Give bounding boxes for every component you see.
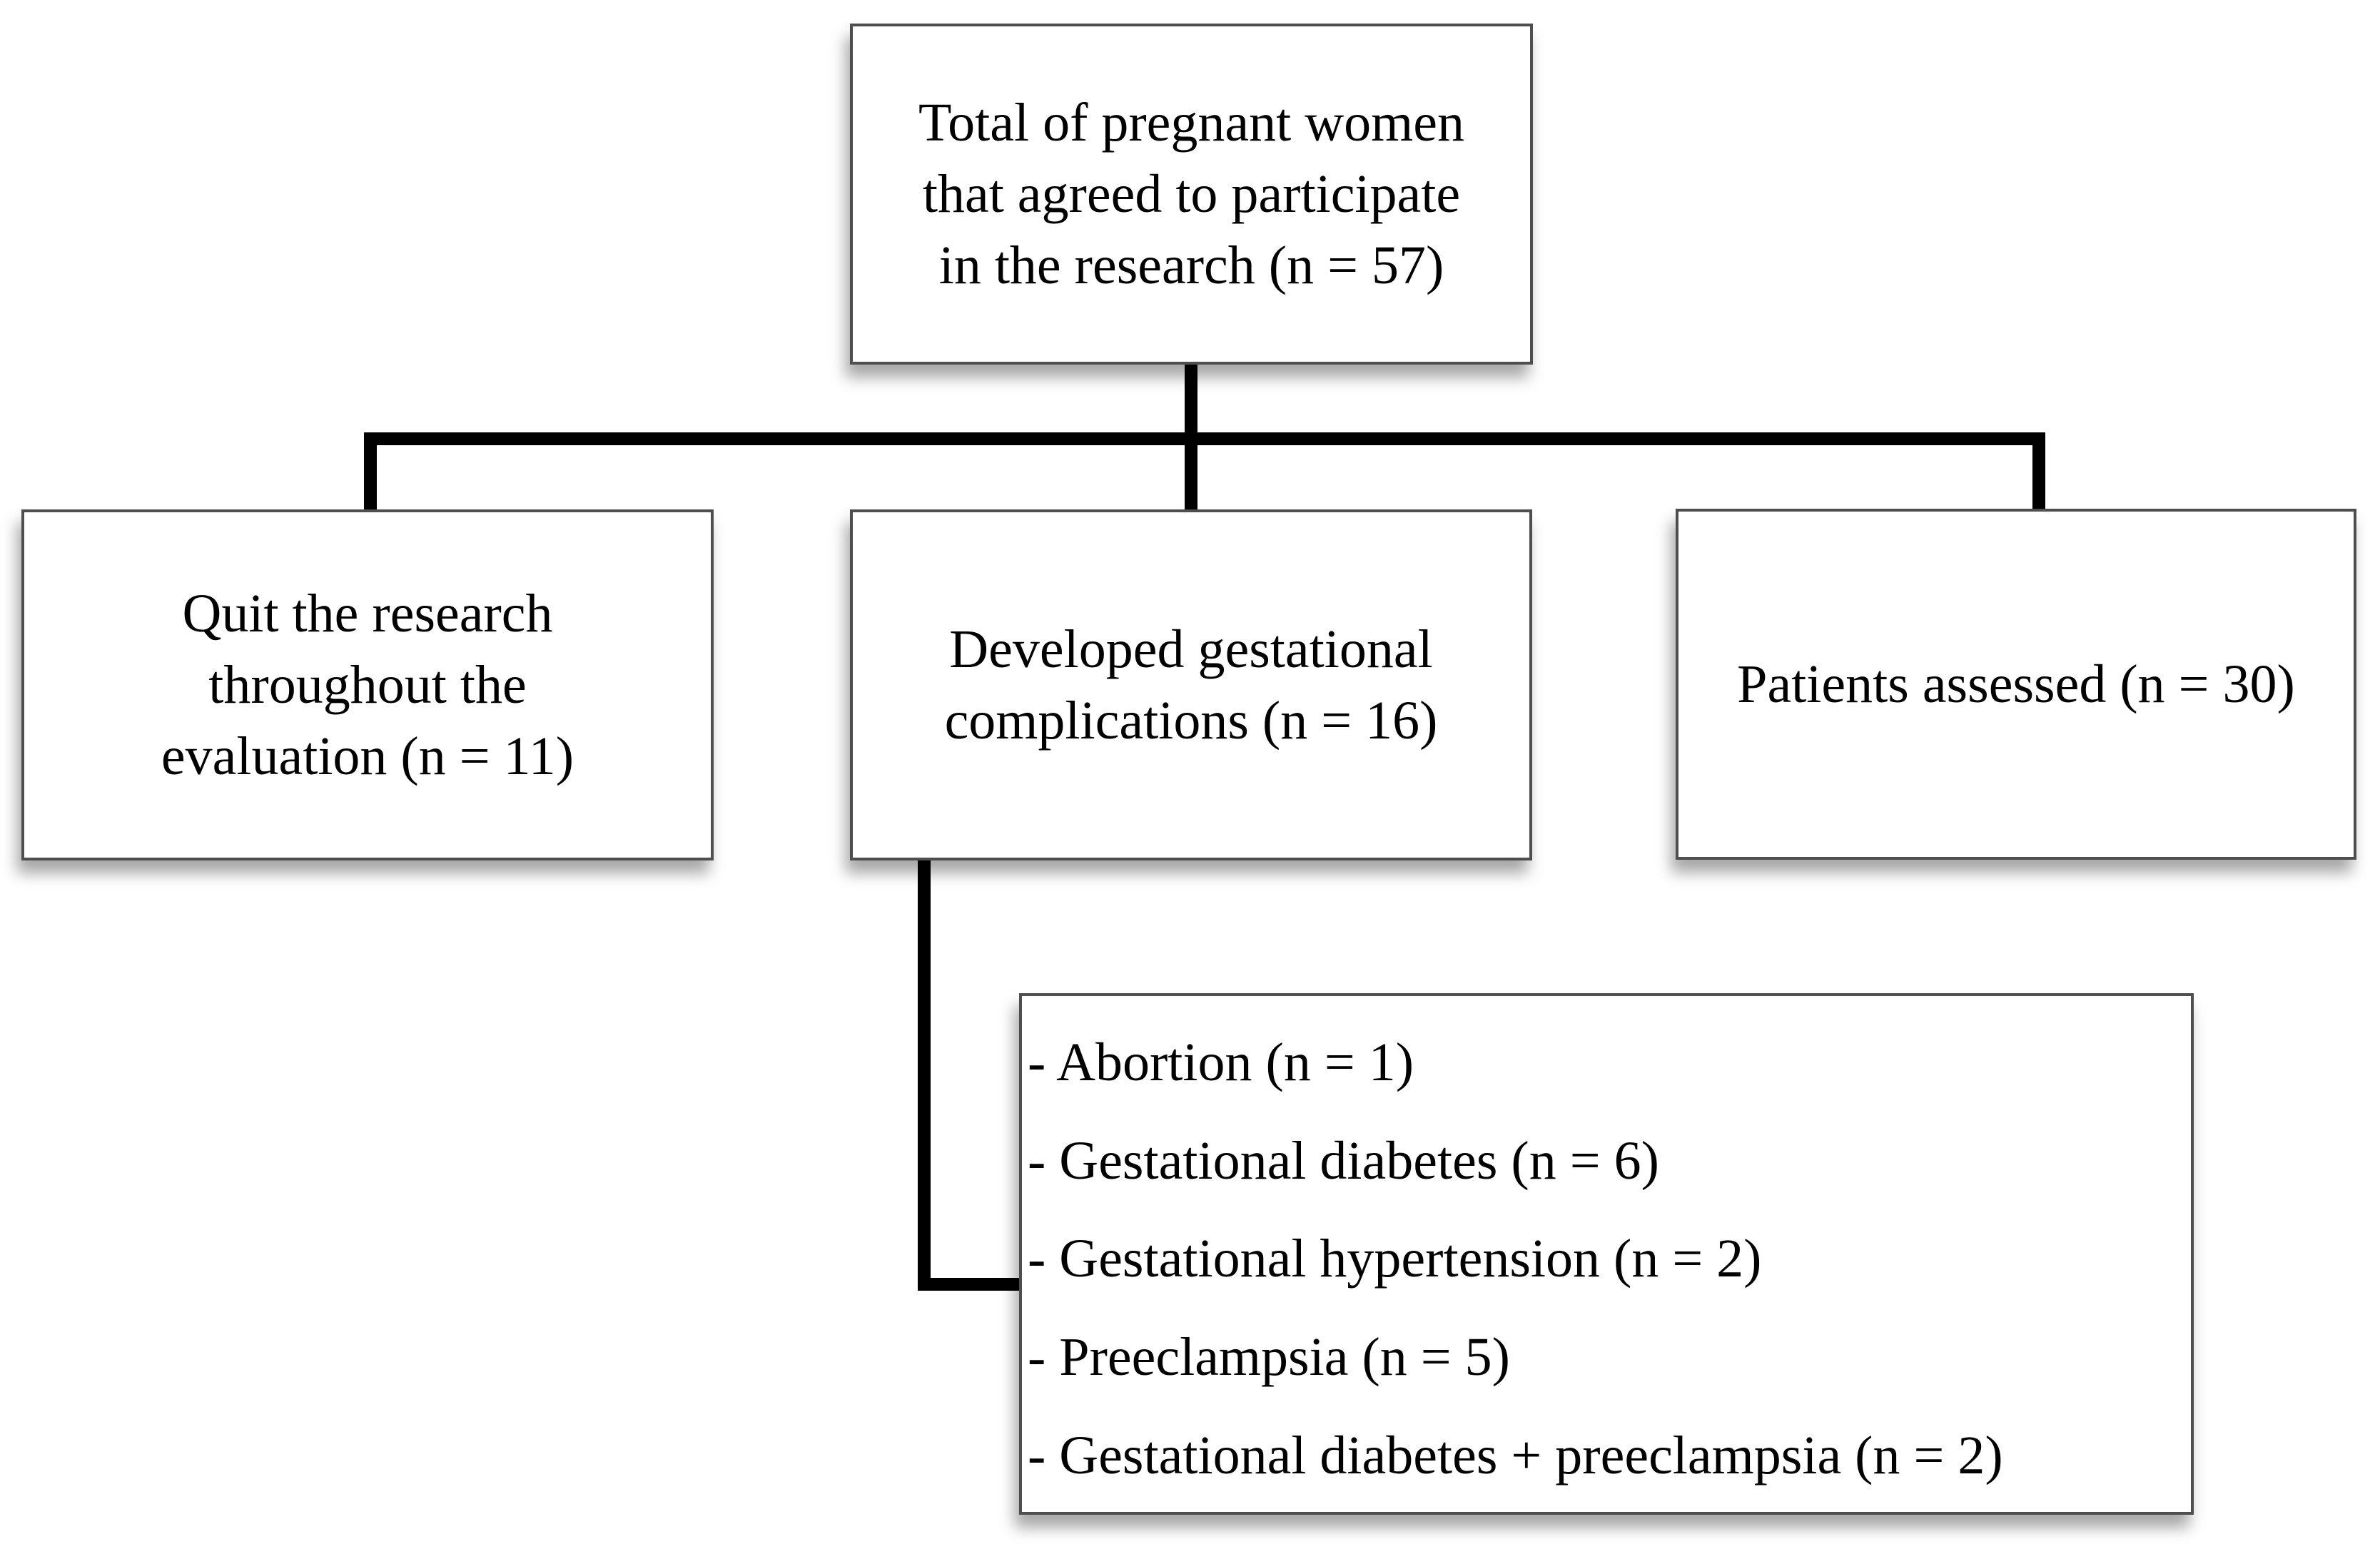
node-text-line: in the research (n = 57): [938, 235, 1444, 296]
node-total-pregnant-women: Total of pregnant women that agreed to p…: [850, 24, 1533, 365]
node-text-line: Developed gestational: [949, 619, 1433, 679]
connector-drop-to-quit: [364, 432, 377, 511]
node-text-line: throughout the: [208, 654, 527, 715]
list-item-abortion: - Abortion (n = 1): [1028, 1032, 1414, 1092]
list-item-gestational-hypertension: - Gestational hypertension (n = 2): [1028, 1229, 1762, 1289]
list-item-diabetes-plus-preeclampsia: - Gestational diabetes + preeclampsia (n…: [1028, 1425, 2003, 1485]
connector-drop-to-assessed: [2032, 432, 2045, 511]
node-text-line: Total of pregnant women: [918, 92, 1464, 153]
node-text-line: complications (n = 16): [944, 691, 1438, 751]
node-gestational-complications: Developed gestational complications (n =…: [850, 509, 1532, 860]
node-patients-assessed: Patients assessed (n = 30): [1676, 509, 2356, 860]
node-quit-research: Quit the research throughout the evaluat…: [21, 509, 714, 860]
node-text-line: Patients assessed (n = 30): [1737, 654, 2295, 714]
node-complication-breakdown-list: - Abortion (n = 1) - Gestational diabete…: [1019, 993, 2194, 1515]
node-text-line: that agreed to participate: [922, 163, 1461, 224]
node-text-line: Quit the research: [182, 583, 553, 644]
list-item-preeclampsia: - Preeclampsia (n = 5): [1028, 1327, 1510, 1388]
connector-elbow-vertical: [918, 859, 931, 1291]
connector-elbow-horizontal: [918, 1278, 1021, 1291]
node-text-line: evaluation (n = 11): [161, 726, 574, 787]
list-item-gestational-diabetes: - Gestational diabetes (n = 6): [1028, 1130, 1659, 1191]
connector-horizontal-bar: [364, 432, 2045, 445]
